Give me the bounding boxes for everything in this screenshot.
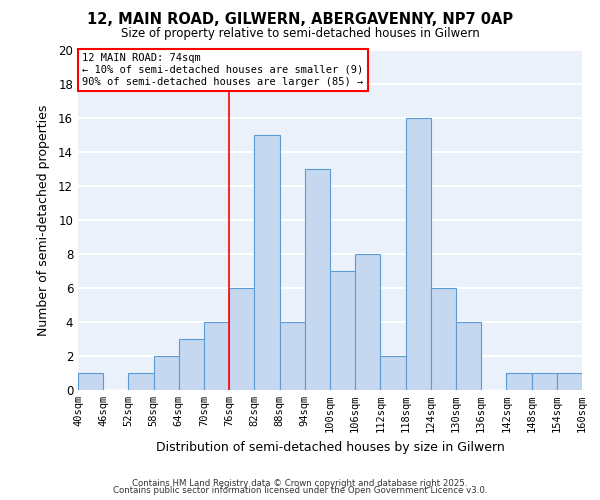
Text: 12 MAIN ROAD: 74sqm
← 10% of semi-detached houses are smaller (9)
90% of semi-de: 12 MAIN ROAD: 74sqm ← 10% of semi-detach… <box>82 54 364 86</box>
Bar <box>557 373 582 390</box>
Bar <box>506 373 532 390</box>
Bar <box>380 356 406 390</box>
Bar <box>154 356 179 390</box>
Bar <box>456 322 481 390</box>
Text: Contains public sector information licensed under the Open Government Licence v3: Contains public sector information licen… <box>113 486 487 495</box>
Bar <box>305 169 330 390</box>
Bar <box>204 322 229 390</box>
X-axis label: Distribution of semi-detached houses by size in Gilwern: Distribution of semi-detached houses by … <box>155 440 505 454</box>
Bar <box>355 254 380 390</box>
Bar <box>330 271 355 390</box>
Bar <box>128 373 154 390</box>
Bar <box>229 288 254 390</box>
Bar <box>532 373 557 390</box>
Bar <box>280 322 305 390</box>
Bar <box>78 373 103 390</box>
Bar <box>254 135 280 390</box>
Text: Size of property relative to semi-detached houses in Gilwern: Size of property relative to semi-detach… <box>121 28 479 40</box>
Bar <box>179 339 204 390</box>
Bar <box>431 288 456 390</box>
Text: 12, MAIN ROAD, GILWERN, ABERGAVENNY, NP7 0AP: 12, MAIN ROAD, GILWERN, ABERGAVENNY, NP7… <box>87 12 513 28</box>
Bar <box>406 118 431 390</box>
Y-axis label: Number of semi-detached properties: Number of semi-detached properties <box>37 104 50 336</box>
Text: Contains HM Land Registry data © Crown copyright and database right 2025.: Contains HM Land Registry data © Crown c… <box>132 478 468 488</box>
